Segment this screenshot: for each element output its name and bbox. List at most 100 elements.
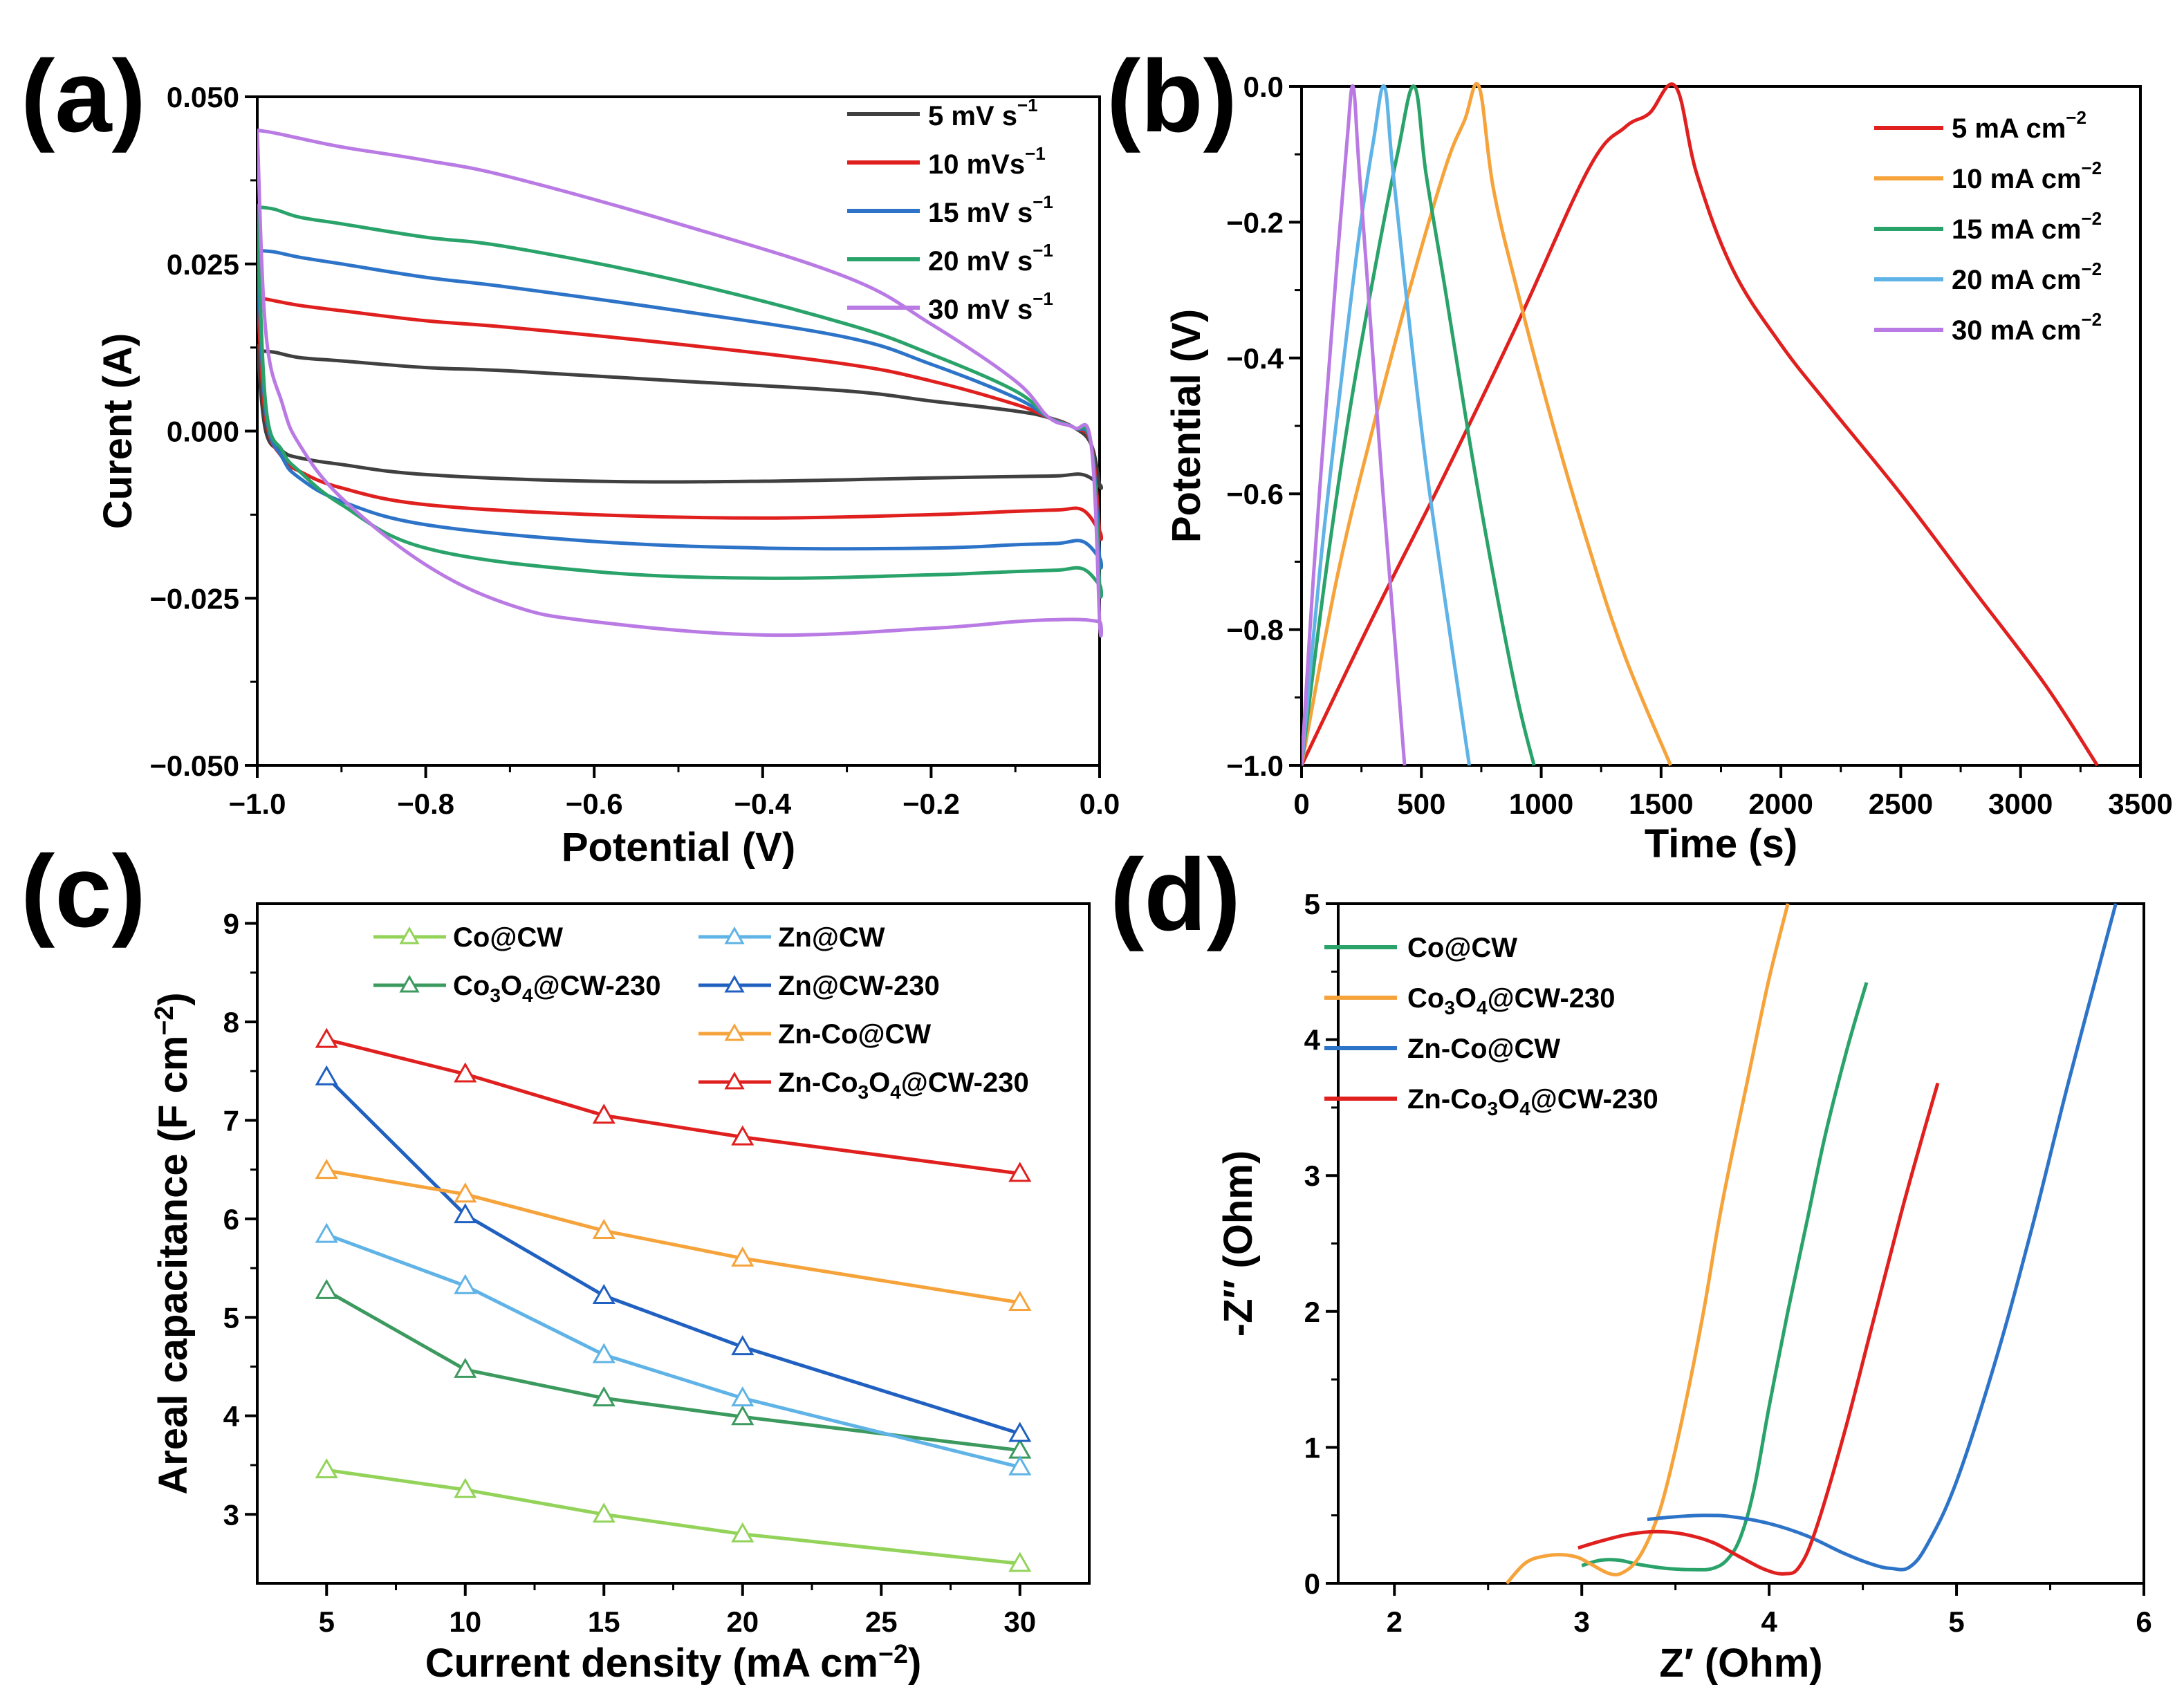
y-tick-label: 0.025 bbox=[167, 248, 239, 281]
data-point-c-3 bbox=[1008, 1422, 1032, 1442]
panel-label: (c) bbox=[21, 835, 146, 949]
x-axis-title: Current density (mA cm−2) bbox=[425, 1639, 922, 1686]
legend-label: Zn-Co@CW bbox=[778, 1019, 931, 1050]
legend-label: 5 mV s−1 bbox=[928, 95, 1038, 131]
y-tick-label: 0.050 bbox=[167, 81, 239, 113]
data-point-c-1 bbox=[454, 1357, 477, 1378]
x-tick-label: 1000 bbox=[1509, 788, 1573, 820]
legend-label: Zn@CW bbox=[778, 922, 885, 953]
legend-a: 5 mV s−1 10 mVs−1 15 mV s−1 20 mV s−1 30 mV … bbox=[847, 95, 1053, 325]
series-line-a-2 bbox=[257, 243, 1104, 570]
legend-marker bbox=[399, 926, 420, 944]
y-tick-label: 3 bbox=[1304, 1159, 1320, 1192]
data-point-c-0 bbox=[315, 1458, 338, 1479]
data-point-c-5 bbox=[592, 1103, 616, 1124]
data-point-c-4 bbox=[731, 1246, 755, 1267]
series-line-b-2 bbox=[1302, 84, 1536, 766]
data-point-c-1 bbox=[592, 1386, 616, 1407]
legend-label: 20 mV s−1 bbox=[928, 240, 1053, 277]
x-tick-label: 6 bbox=[2136, 1605, 2151, 1638]
y-tick-label: 0.000 bbox=[167, 416, 239, 448]
y-tick-label: 0.0 bbox=[1243, 71, 1284, 103]
panel-c: 5 10 15 20 25 30 3 4 5 6 7 8 9 Current density (mA cm… bbox=[21, 835, 1091, 1686]
y-tick-label: −1.0 bbox=[1226, 749, 1284, 782]
data-point-c-3 bbox=[731, 1335, 755, 1356]
y-tick-label: 6 bbox=[223, 1203, 239, 1236]
series-line-a-4 bbox=[257, 128, 1104, 638]
x-tick-label: 3500 bbox=[2108, 788, 2172, 820]
x-tick-label: −1.0 bbox=[229, 788, 286, 820]
x-tick-label: 0 bbox=[1293, 788, 1309, 820]
data-point-c-3 bbox=[315, 1065, 338, 1086]
x-tick-label: 5 bbox=[1948, 1605, 1964, 1638]
data-point-c-4 bbox=[454, 1182, 477, 1203]
legend-marker bbox=[724, 926, 745, 944]
data-point-c-0 bbox=[1008, 1552, 1032, 1572]
legend-label: Zn-Co3O4@CW-230 bbox=[1407, 1084, 1658, 1119]
x-axis-title: Time (s) bbox=[1645, 821, 1797, 866]
y-tick-label: 8 bbox=[223, 1006, 239, 1038]
series-line-d-3 bbox=[1577, 1082, 1940, 1576]
legend-label: 30 mV s−1 bbox=[928, 288, 1053, 325]
x-tick-label: −0.4 bbox=[734, 788, 792, 820]
panel-label: (b) bbox=[1107, 39, 1237, 153]
series-line-a-0 bbox=[257, 344, 1104, 490]
data-point-c-5 bbox=[315, 1027, 338, 1048]
legend-label: 20 mA cm−2 bbox=[1952, 259, 2102, 295]
data-point-c-3 bbox=[592, 1283, 616, 1305]
data-point-c-2 bbox=[1008, 1455, 1032, 1475]
x-tick-label: −0.8 bbox=[397, 788, 454, 820]
y-tick-label: 5 bbox=[1304, 888, 1320, 920]
data-point-c-0 bbox=[592, 1502, 616, 1523]
series-line-c-1 bbox=[326, 1289, 1021, 1453]
series-line-d-0 bbox=[1581, 982, 1869, 1572]
panel-label: (a) bbox=[21, 39, 146, 153]
x-tick-label: 20 bbox=[726, 1605, 759, 1638]
x-tick-label: 10 bbox=[449, 1605, 481, 1638]
y-tick-label: 3 bbox=[223, 1498, 239, 1531]
data-point-c-4 bbox=[1008, 1290, 1032, 1311]
y-tick-label: 4 bbox=[1304, 1024, 1321, 1056]
series-line-b-0 bbox=[1302, 82, 2099, 767]
x-tick-label: 4 bbox=[1761, 1605, 1777, 1638]
y-tick-label: 7 bbox=[223, 1104, 239, 1137]
x-tick-label: −0.6 bbox=[566, 788, 623, 820]
data-point-c-2 bbox=[315, 1222, 338, 1243]
data-point-c-1 bbox=[315, 1278, 338, 1299]
x-tick-label: 2500 bbox=[1869, 788, 1933, 820]
legend-label: 30 mA cm−2 bbox=[1952, 309, 2102, 346]
panel-b: 0 500 1000 1500 2000 2500 3000 3500 −1.0 −0.8 −0.6… bbox=[1107, 39, 2173, 866]
y-tick-label: −0.025 bbox=[149, 582, 239, 615]
series-line-c-4 bbox=[326, 1168, 1021, 1305]
x-tick-label: 3000 bbox=[1988, 788, 2053, 820]
data-point-c-5 bbox=[454, 1062, 477, 1083]
y-axis-title: Areal capacitance (F cm−2) bbox=[149, 992, 196, 1494]
legend-marker bbox=[724, 974, 745, 993]
series-line-a-3 bbox=[257, 203, 1104, 599]
data-point-c-4 bbox=[315, 1159, 338, 1180]
data-point-c-1 bbox=[731, 1405, 755, 1426]
data-point-c-3 bbox=[454, 1203, 477, 1224]
data-point-c-4 bbox=[592, 1218, 616, 1239]
y-tick-label: 5 bbox=[223, 1301, 239, 1334]
y-tick-label: 4 bbox=[223, 1400, 240, 1433]
y-tick-label: −0.6 bbox=[1226, 478, 1284, 510]
y-tick-label: −0.8 bbox=[1226, 614, 1284, 646]
legend-label: 15 mV s−1 bbox=[928, 192, 1053, 228]
x-tick-label: −0.2 bbox=[903, 788, 960, 820]
y-axis-title: -Z″ (Ohm) bbox=[1216, 1150, 1261, 1336]
x-axis-title: Potential (V) bbox=[562, 825, 795, 870]
data-point-c-5 bbox=[1008, 1162, 1032, 1182]
series-line-c-3 bbox=[325, 1075, 1021, 1435]
legend-marker bbox=[724, 1023, 745, 1041]
y-tick-label: 0 bbox=[1304, 1567, 1320, 1600]
series-line-c-0 bbox=[326, 1468, 1021, 1565]
data-point-c-2 bbox=[592, 1343, 616, 1363]
legend-label: 5 mA cm−2 bbox=[1952, 107, 2086, 144]
legend-label: Co3O4@CW-230 bbox=[1407, 983, 1616, 1018]
panel-d: 2 3 4 5 6 0 1 2 3 4 5 Z′ (Ohm) -Z″ (Ohm) (d) Co@CW Co3O… bbox=[1110, 838, 2152, 1686]
legend-label: 10 mA cm−2 bbox=[1952, 158, 2102, 194]
legend-label: 10 mVs−1 bbox=[928, 143, 1046, 180]
panel-label: (d) bbox=[1110, 838, 1241, 952]
